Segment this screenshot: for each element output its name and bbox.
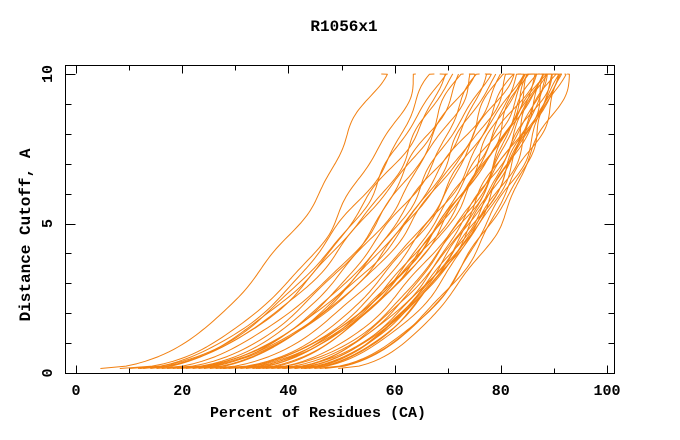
model-curve	[192, 73, 491, 369]
model-curve	[338, 73, 570, 369]
model-curve	[161, 73, 459, 369]
model-curve	[255, 73, 547, 369]
model-curve	[119, 73, 416, 369]
x-tick-label: 80	[492, 383, 510, 400]
model-curve	[185, 73, 505, 369]
model-curve	[219, 73, 525, 369]
model-curve	[180, 73, 480, 369]
x-tick-label: 100	[593, 383, 620, 400]
plot-frame	[65, 65, 615, 374]
model-curve	[209, 73, 525, 369]
axis-tick-labels: 0 20 40 60 80 100 0 5 10	[40, 65, 621, 400]
x-tick-label: 40	[279, 383, 297, 400]
y-axis-label: Distance Cutoff, A	[17, 148, 35, 321]
model-curve	[172, 73, 476, 369]
chart-title: R1056x1	[310, 18, 377, 36]
model-curve	[150, 73, 448, 369]
model-curve	[177, 73, 497, 369]
model-curve	[143, 73, 464, 369]
model-curve	[167, 73, 492, 369]
model-curve	[319, 73, 562, 369]
model-curve	[304, 73, 562, 369]
x-axis-label: Percent of Residues (CA)	[210, 405, 426, 422]
x-tick-label: 20	[173, 383, 191, 400]
model-curve	[324, 73, 567, 369]
y-tick-label: 5	[40, 219, 57, 228]
model-curve	[215, 73, 515, 369]
model-curve	[294, 73, 560, 369]
model-curve	[156, 73, 475, 369]
model-curve	[277, 73, 541, 369]
y-tick-label: 10	[40, 65, 57, 83]
axis-ticks	[65, 65, 615, 374]
x-tick-label: 60	[386, 383, 404, 400]
model-curve	[100, 73, 388, 369]
model-curve	[138, 73, 435, 369]
model-curve	[198, 73, 512, 369]
model-curve	[139, 73, 454, 369]
model-curve	[203, 73, 502, 369]
x-tick-label: 0	[71, 383, 80, 400]
model-curve	[223, 73, 535, 369]
y-tick-label: 0	[40, 368, 57, 377]
model-curve	[284, 73, 548, 369]
model-curves	[100, 73, 570, 369]
